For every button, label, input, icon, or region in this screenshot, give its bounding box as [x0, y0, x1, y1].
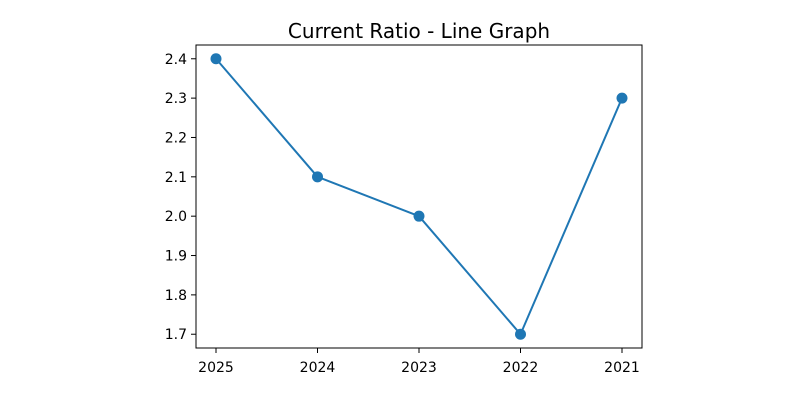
series-layer: [210, 53, 628, 340]
data-point: [210, 53, 222, 65]
x-axis: 2025 2024 2023 2022 2021: [198, 348, 640, 376]
data-point: [413, 210, 425, 222]
chart-title: Current Ratio - Line Graph: [288, 19, 550, 43]
y-tick-label: 2.0: [165, 209, 187, 225]
y-tick-label: 2.4: [165, 52, 187, 68]
series-line: [215, 58, 623, 336]
x-tick-label: 2022: [503, 360, 539, 376]
x-tick-label: 2021: [604, 360, 640, 376]
x-tick-label: 2023: [401, 360, 437, 376]
y-tick-label: 2.3: [165, 91, 187, 107]
data-point: [515, 328, 526, 340]
y-axis: 1.7 1.8 1.9 2.0 2.1 2.2 2.3 2.4: [165, 52, 196, 343]
y-tick-label: 2.2: [165, 130, 187, 146]
x-tick-label: 2025: [198, 360, 234, 376]
data-point: [616, 92, 628, 104]
data-point: [312, 171, 323, 183]
y-tick-label: 2.1: [165, 170, 187, 186]
y-tick-label: 1.7: [165, 327, 187, 343]
x-tick-label: 2024: [300, 360, 336, 376]
y-tick-label: 1.8: [165, 288, 187, 304]
y-tick-label: 1.9: [165, 249, 187, 265]
plot-frame: [195, 44, 643, 349]
